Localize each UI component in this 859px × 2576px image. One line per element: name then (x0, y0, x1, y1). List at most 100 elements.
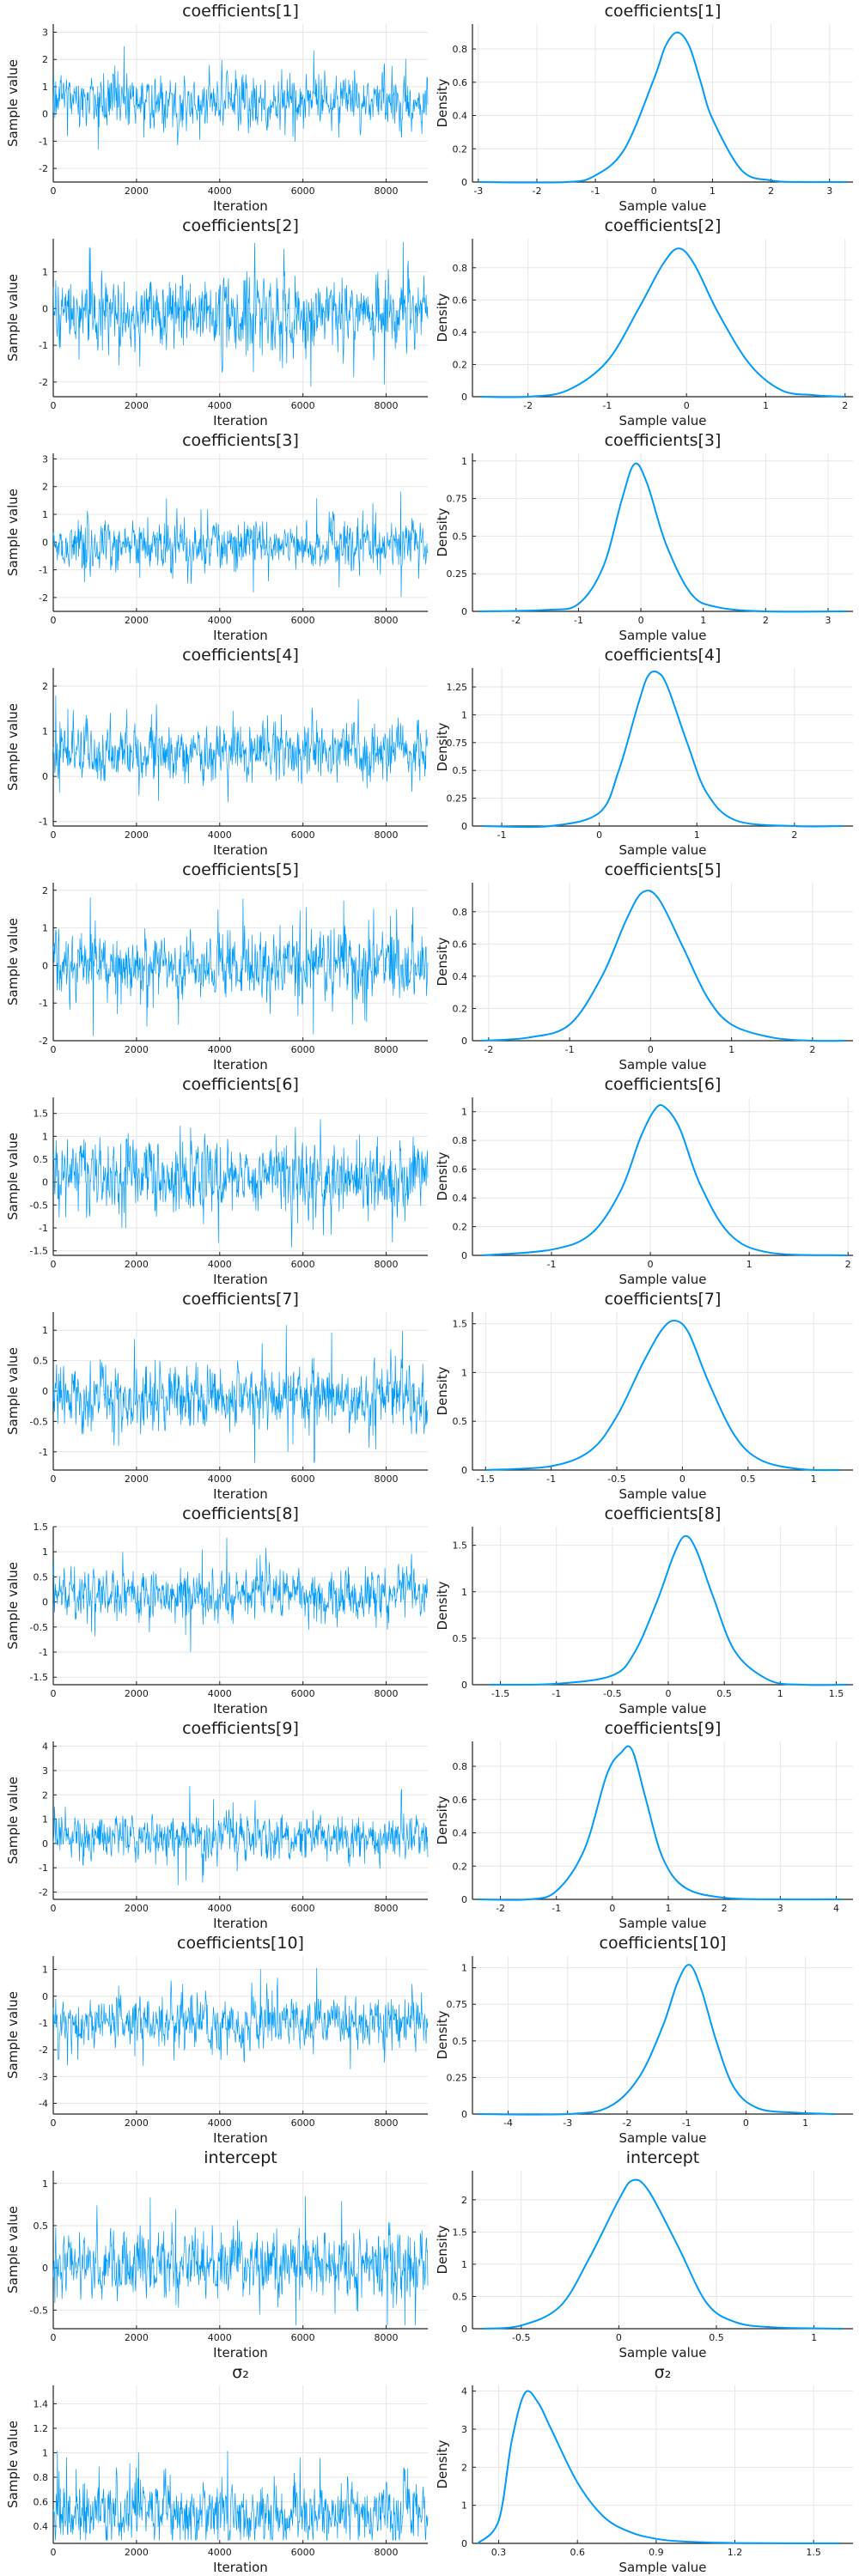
panel-title: coefficients[3] (182, 431, 299, 450)
x-tick-label: 6000 (291, 400, 315, 411)
x-tick-label: -2 (622, 2117, 631, 2129)
y-tick-label: 0.4 (453, 327, 468, 338)
x-tick-label: 0.5 (716, 1688, 732, 1699)
y-tick-label: 0.6 (453, 1164, 468, 1176)
x-axis-label: Sample value (619, 2345, 707, 2360)
y-tick-label: 0.2 (453, 359, 468, 370)
x-tick-label: 0 (51, 2547, 57, 2558)
y-axis-label: Density (435, 937, 450, 986)
x-tick-label: 0 (684, 400, 690, 411)
x-tick-label: 0 (648, 1044, 654, 1055)
trace-line (52, 1325, 429, 1464)
trace-line (52, 897, 429, 1036)
x-tick-label: 8000 (375, 400, 399, 411)
x-tick-label: 4000 (208, 1044, 232, 1055)
x-tick-label: 4000 (208, 400, 232, 411)
y-tick-label: 0.8 (453, 263, 468, 274)
density-panel-5: coefficients[5] -2 -1 0 1 2 0 0.2 0.4 0.6 0.8 Sampl… (435, 860, 853, 1072)
x-tick-label: 4000 (208, 615, 232, 626)
x-tick-label: 2000 (125, 400, 149, 411)
panel-title: coefficients[1] (182, 2, 299, 21)
density-curve (489, 1534, 848, 1686)
y-tick-label: 1 (42, 267, 48, 278)
x-tick-label: -1 (551, 1688, 561, 1699)
x-tick-label: -1 (574, 615, 583, 626)
panel-title: coefficients[4] (182, 646, 299, 665)
y-tick-label: 0.75 (447, 494, 468, 505)
density-curve (478, 31, 848, 184)
y-tick-label: 1.5 (453, 2227, 468, 2238)
panel-title: coefficients[5] (182, 860, 299, 879)
y-tick-label: 1.2 (34, 2423, 49, 2434)
trace-panel-12: σ₂ 0 2000 4000 6000 8000 0.4 0.6 0.8 1 1.2 1.4 Itera… (5, 2363, 429, 2575)
y-tick-label: 0.6 (453, 77, 468, 88)
y-tick-label: 0 (461, 1250, 467, 1261)
x-tick-label: 4000 (208, 829, 232, 841)
y-tick-label: 0.25 (447, 2072, 468, 2083)
x-tick-label: 8000 (375, 829, 399, 841)
panel-title: coefficients[6] (182, 1075, 299, 1094)
y-tick-label: 0.8 (34, 2472, 49, 2483)
x-tick-label: 4000 (208, 2332, 232, 2343)
trace-panel-8: coefficients[8] 0 2000 4000 6000 8000 -1.5 -1 -0… (5, 1504, 428, 1716)
y-tick-label: 0 (42, 1838, 48, 1850)
y-tick-label: 0 (461, 2538, 467, 2549)
x-tick-label: -1 (546, 1473, 556, 1485)
x-axis-label: Iteration (213, 1057, 268, 1072)
y-tick-label: 0.4 (453, 1193, 468, 1204)
y-tick-label: 0.8 (453, 1761, 468, 1772)
y-tick-label: 0.4 (453, 971, 468, 982)
x-axis-label: Sample value (619, 2560, 707, 2575)
y-tick-label: 0 (42, 771, 48, 782)
trace-line (52, 695, 429, 803)
x-axis-label: Iteration (213, 2130, 268, 2146)
y-tick-label: 0.5 (34, 1154, 49, 1165)
panel-title: coefficients[8] (182, 1504, 299, 1523)
x-axis-label: Sample value (619, 1916, 707, 1931)
x-tick-label: 8000 (375, 2117, 399, 2129)
trace-panel-10: coefficients[10] 0 2000 4000 6000 8000 -4 -3 -2 -… (5, 1934, 429, 2146)
trace-panel-2: coefficients[2] 0 2000 4000 6000 8000 -2 -1 0 1 It… (5, 216, 429, 428)
y-tick-label: 2 (461, 2462, 467, 2473)
x-tick-label: 2000 (125, 1259, 149, 1270)
x-tick-label: 0 (743, 2117, 749, 2129)
x-tick-label: -2 (532, 185, 541, 197)
trace-line (52, 1537, 428, 1652)
x-tick-label: 8000 (375, 1473, 399, 1485)
y-axis-label: Sample value (5, 2206, 21, 2293)
y-tick-label: -1.5 (30, 1672, 48, 1683)
x-tick-label: 4 (833, 1903, 839, 1914)
x-axis-label: Sample value (619, 842, 707, 858)
y-tick-label: 0.8 (453, 907, 468, 918)
y-tick-label: 3 (42, 1765, 48, 1777)
x-tick-label: 2 (845, 1259, 851, 1270)
y-tick-label: 0.6 (453, 1795, 468, 1806)
x-tick-label: 8000 (375, 1688, 399, 1699)
panel-title: coefficients[9] (182, 1719, 299, 1738)
x-tick-label: 0.5 (709, 2332, 724, 2343)
y-tick-label: 2 (42, 885, 48, 896)
x-axis-label: Iteration (213, 2560, 268, 2575)
y-tick-label: 1 (461, 2259, 467, 2270)
x-tick-label: 6000 (291, 2332, 315, 2343)
x-tick-label: -2 (496, 1903, 505, 1914)
y-axis-label: Sample value (5, 489, 21, 576)
y-tick-label: 0 (461, 1680, 467, 1691)
y-tick-label: -1 (39, 1647, 48, 1658)
x-tick-label: -4 (503, 2117, 513, 2129)
y-tick-label: 1.25 (447, 682, 468, 693)
panel-title: coefficients[8] (605, 1504, 722, 1523)
y-tick-label: 0 (42, 303, 48, 314)
y-tick-label: -1 (39, 1223, 48, 1234)
panel-title: σ₂ (232, 2363, 249, 2382)
trace-panel-1: coefficients[1] 0 2000 4000 6000 8000 -2 -1 0 1 2 3… (5, 2, 429, 214)
x-tick-label: 2 (809, 1044, 815, 1055)
y-axis-label: Density (435, 722, 450, 771)
y-tick-label: 1 (461, 1107, 467, 1118)
y-tick-label: 0 (461, 177, 467, 188)
y-tick-label: 0 (42, 1597, 48, 1608)
y-tick-label: 0 (42, 1177, 48, 1188)
x-tick-label: -3 (473, 185, 483, 197)
panel-title: coefficients[2] (182, 216, 299, 235)
x-axis-label: Iteration (213, 198, 268, 214)
